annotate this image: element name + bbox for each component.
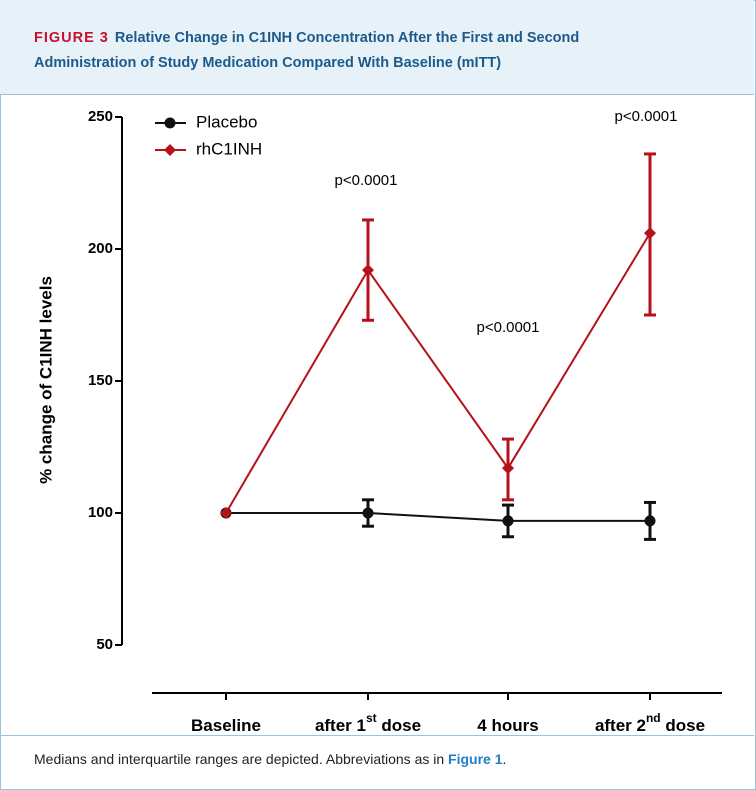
annotation: p<0.0001 [615,108,678,125]
figure-title-block: FIGURE 3 Relative Change in C1INH Concent… [34,26,684,76]
chart-title: Relative Change in C1INH Concentration A… [34,30,580,71]
x-tick-label: Baseline [191,716,261,735]
y-axis-label: % change of C1INH levels [36,276,55,484]
data-point [362,507,374,519]
x-tick-label: after 2nd dose [595,711,705,735]
x-tick-label-part: Baseline [191,716,261,735]
series-line [226,512,650,522]
figure-label: FIGURE 3 [34,30,109,46]
caption-end: . [502,751,507,767]
x-tick-label: 4 hours [477,716,538,735]
annotation: p<0.0001 [335,172,398,189]
y-tick-label: 150 [88,372,113,389]
legend-marker [164,117,176,129]
legend-marker [164,144,176,156]
chart: 50 100 150 200 250 % change of C1INH levels Ba… [36,108,722,735]
y-tick-label: 100 [88,504,113,521]
data-point [644,515,656,527]
x-tick-label-part: dose [377,716,421,735]
y-tick-label: 250 [88,108,113,125]
y-tick-label: 200 [88,240,113,257]
data-point [502,462,514,475]
caption: Medians and interquartile ranges are dep… [34,751,506,767]
legend-label: Placebo [196,112,257,131]
x-tick-label-part: st [366,711,377,725]
x-tick-label-part: after 1 [315,716,366,735]
series-line [225,232,651,514]
x-tick-label-part: nd [646,711,661,725]
x-tick-label-part: dose [661,716,705,735]
legend-label: rhC1INH [196,139,262,158]
data-point [362,264,374,277]
x-tick-label: after 1st dose [315,711,421,735]
data-point [644,227,656,240]
data-point [220,507,232,519]
y-tick-label: 50 [96,636,113,653]
caption-text: Medians and interquartile ranges are dep… [34,751,449,767]
x-tick-label-part: after 2 [595,716,646,735]
figure-header: FIGURE 3 Relative Change in C1INH Concent… [0,0,754,95]
annotation: p<0.0001 [477,319,540,336]
figure-footer: Medians and interquartile ranges are dep… [0,735,754,789]
data-point [502,515,514,527]
figure-link[interactable]: Figure 1 [448,751,503,767]
x-tick-label-part: 4 hours [477,716,538,735]
